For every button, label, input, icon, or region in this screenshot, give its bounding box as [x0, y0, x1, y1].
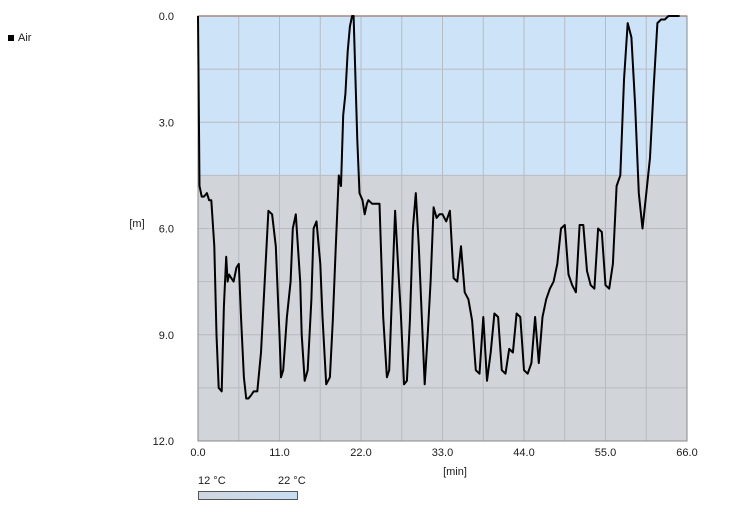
legend: Air	[8, 32, 31, 44]
y-tick-label: 12.0	[153, 436, 174, 448]
y-tick-label: 0.0	[159, 11, 174, 23]
series-line-air	[197, 15, 680, 400]
plot-border	[197, 15, 688, 442]
x-tick-label: 0.0	[190, 447, 205, 459]
x-tick-label: 66.0	[676, 447, 697, 459]
x-tick-label: 55.0	[595, 447, 616, 459]
x-tick-label: 33.0	[432, 447, 453, 459]
x-tick-label: 11.0	[269, 447, 290, 459]
y-axis-ticks: 0.0 3.0 6.0 9.0 12.0	[153, 11, 174, 448]
y-tick-label: 9.0	[159, 330, 174, 342]
x-tick-label: 44.0	[513, 447, 534, 459]
x-axis-ticks: 0.0 11.0 22.0 33.0 44.0 55.0 66.0	[190, 447, 697, 459]
temperature-gradient-bar	[198, 491, 298, 500]
legend-swatch-air	[8, 35, 14, 41]
x-tick-label: 22.0	[350, 447, 371, 459]
temperature-high-label: 22 °C	[278, 475, 306, 487]
y-tick-label: 6.0	[159, 224, 174, 236]
y-axis-label: [m]	[129, 218, 144, 230]
grid-lines	[198, 16, 687, 441]
x-axis-label: [min]	[443, 466, 467, 478]
y-tick-label: 3.0	[159, 117, 174, 129]
temperature-low-label: 12 °C	[198, 475, 226, 487]
legend-label-air: Air	[18, 32, 32, 44]
